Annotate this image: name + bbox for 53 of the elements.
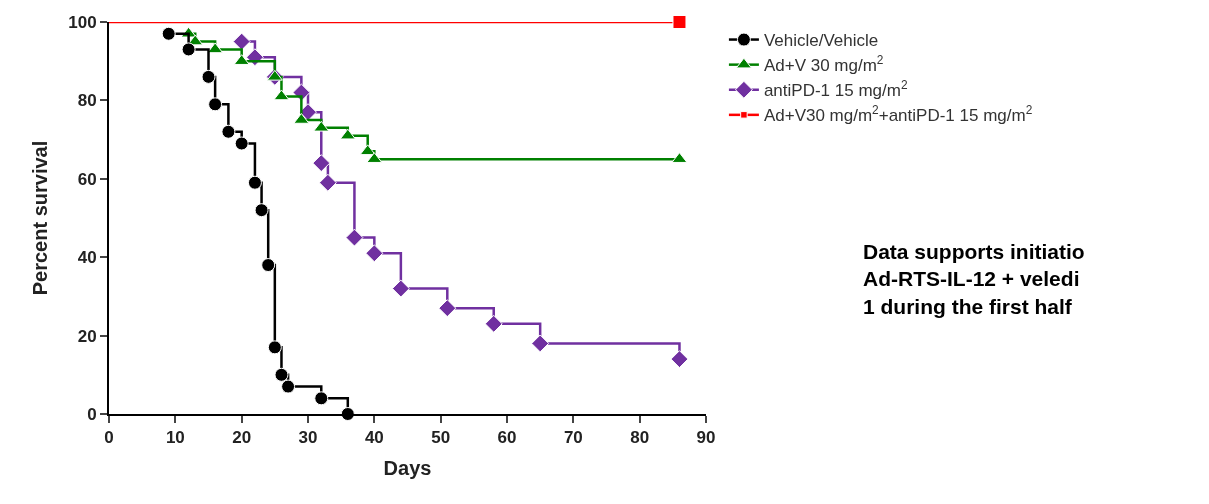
point [247,175,262,190]
point [274,367,289,382]
point [365,244,384,263]
point [339,128,356,140]
legend-label: Vehicle/Vehicle [763,31,879,51]
point [254,203,269,218]
x-tick-label: 30 [298,428,318,448]
point [531,334,550,353]
legend-label: Ad+V 30 mg/m$^{2}$ [763,53,884,76]
x-tick-label: 80 [630,428,650,448]
point [234,136,249,151]
point [438,299,457,318]
point [267,340,282,355]
x-tick-label: 70 [563,428,583,448]
x-tick-label: 10 [165,428,185,448]
point [221,124,236,139]
point [318,173,337,192]
text: Data supports initiatio Ad-RTS-IL-12 + veledi 1 during the first half [863,240,1085,318]
point [161,26,176,41]
y-axis-title: Percent survival [29,140,52,296]
x-tick-label: 60 [497,428,517,448]
y-tick-label: 40 [77,248,97,268]
y-tick-label: 100 [68,12,97,32]
point [391,279,410,298]
point [314,391,329,406]
x-axis-title: Days [383,457,432,480]
point [345,228,364,247]
point [261,258,276,273]
x-tick-label: 20 [232,428,252,448]
x-tick-label: 50 [431,428,451,448]
point [312,154,331,173]
point [313,120,330,132]
point [672,15,687,29]
point [281,379,296,394]
point [181,42,196,57]
point [266,69,283,81]
point [484,314,503,333]
point [670,350,689,369]
legend-label: antiPD-1 15 mg/m$^{2}$ [763,78,908,101]
y-tick-label: 0 [87,404,97,424]
point [207,42,224,54]
x-tick-label: 40 [364,428,384,448]
y-tick-label: 80 [77,91,97,111]
point [201,69,216,84]
point [232,32,251,51]
x-tick-label: 90 [696,428,716,448]
legend-label: Ad+V30 mg/m$^{2}$+antiPD-1 15 mg/m$^{2}$ [763,103,1033,126]
x-tick-label: 0 [104,428,114,448]
y-tick-label: 20 [77,326,97,346]
point [208,97,223,112]
point [359,144,376,156]
point [273,89,290,101]
y-tick-label: 60 [77,169,97,189]
